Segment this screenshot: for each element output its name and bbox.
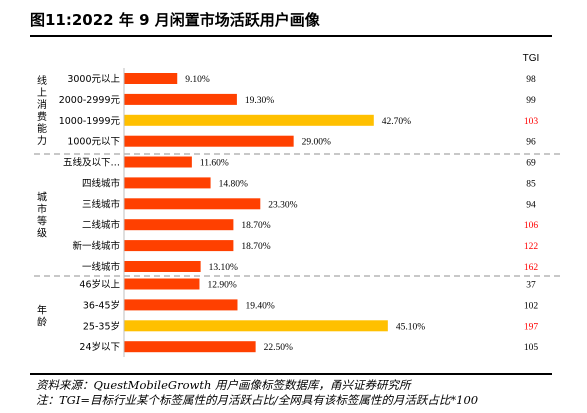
group-label: 年龄 bbox=[37, 303, 47, 328]
tgi-value: 94 bbox=[526, 200, 536, 210]
tgi-value: 103 bbox=[524, 117, 539, 127]
bar bbox=[124, 219, 234, 231]
title-rule bbox=[30, 35, 552, 37]
value-label: 23.30% bbox=[268, 200, 297, 210]
value-label: 18.70% bbox=[241, 242, 270, 252]
group-label: 线上消费能力 bbox=[37, 74, 47, 147]
category-label: 四线城市 bbox=[82, 177, 121, 189]
category-label: 46岁以上 bbox=[79, 279, 120, 291]
tgi-value: 102 bbox=[524, 301, 539, 311]
bar bbox=[124, 341, 256, 353]
value-label: 18.70% bbox=[241, 221, 270, 231]
bar bbox=[124, 93, 237, 105]
value-label: 12.90% bbox=[207, 281, 236, 291]
tgi-value: 99 bbox=[526, 96, 536, 106]
bar bbox=[124, 156, 192, 168]
category-label: 1000-1999元 bbox=[59, 116, 121, 127]
bar bbox=[124, 114, 374, 126]
value-label: 29.00% bbox=[302, 138, 331, 148]
value-label: 42.70% bbox=[382, 117, 411, 127]
tgi-value: 105 bbox=[524, 343, 539, 353]
category-label: 1000元以下 bbox=[67, 137, 120, 148]
value-label: 45.10% bbox=[396, 322, 425, 332]
category-label: 3000元以上 bbox=[67, 74, 120, 85]
category-label: 2000-2999元 bbox=[59, 95, 121, 106]
bar bbox=[124, 299, 238, 311]
value-label: 14.80% bbox=[219, 179, 248, 189]
bar bbox=[124, 177, 211, 189]
value-label: 19.30% bbox=[245, 96, 274, 106]
tgi-value: 197 bbox=[524, 322, 539, 332]
category-label: 一线城市 bbox=[82, 261, 121, 273]
value-label: 22.50% bbox=[264, 343, 293, 353]
tgi-value: 69 bbox=[526, 159, 536, 169]
tgi-header: TGI bbox=[523, 53, 540, 64]
tgi-value: 85 bbox=[526, 179, 536, 189]
bar bbox=[124, 73, 178, 84]
bar bbox=[124, 198, 261, 210]
bar bbox=[124, 320, 388, 332]
category-label: 五线及以下… bbox=[63, 157, 120, 169]
tgi-note: 注：TGI=目标行业某个标签属性的月活跃占比/全网具有该标签属性的月活跃占比*1… bbox=[36, 393, 479, 407]
value-label: 19.40% bbox=[245, 301, 274, 311]
value-label: 13.10% bbox=[209, 263, 238, 273]
value-label: 11.60% bbox=[200, 159, 229, 169]
category-label: 三线城市 bbox=[82, 198, 121, 210]
footer: 资料来源：QuestMobileGrowth 用户画像标签数据库，甬兴证券研究所… bbox=[36, 378, 478, 408]
source-note: 资料来源：QuestMobileGrowth 用户画像标签数据库，甬兴证券研究所 bbox=[36, 378, 411, 392]
bar bbox=[124, 278, 200, 290]
page-title: 图11:2022 年 9 月闲置市场活跃用户画像 bbox=[30, 11, 320, 29]
tgi-value: 122 bbox=[524, 242, 539, 252]
bar bbox=[124, 240, 234, 252]
category-label: 二线城市 bbox=[82, 219, 121, 231]
tgi-value: 106 bbox=[524, 221, 539, 231]
tgi-value: 96 bbox=[526, 138, 536, 148]
category-label: 新一线城市 bbox=[72, 240, 120, 252]
footer-rule bbox=[30, 373, 552, 375]
tgi-value: 162 bbox=[524, 263, 539, 273]
category-label: 24岁以下 bbox=[79, 341, 120, 353]
bar bbox=[124, 135, 294, 147]
value-label: 9.10% bbox=[185, 75, 210, 85]
tgi-value: 98 bbox=[526, 75, 536, 85]
category-label: 36-45岁 bbox=[83, 299, 120, 311]
bar bbox=[124, 261, 201, 272]
category-label: 25-35岁 bbox=[83, 320, 120, 332]
tgi-value: 37 bbox=[526, 281, 536, 291]
group-label: 城市等级 bbox=[37, 191, 47, 239]
